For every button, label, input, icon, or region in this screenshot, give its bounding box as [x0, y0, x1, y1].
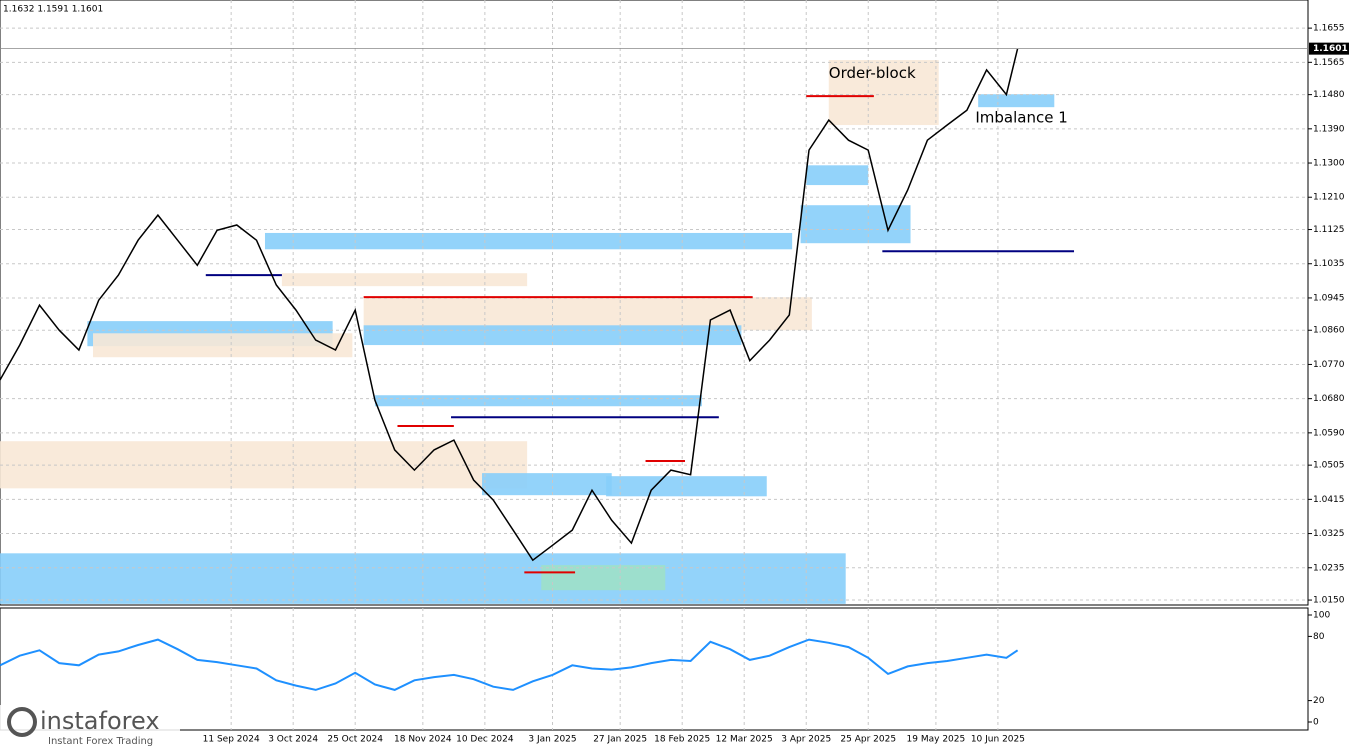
- y-tick-label: 1.0860: [1313, 326, 1345, 336]
- x-tick-label: 3 Jan 2025: [528, 735, 576, 745]
- zone: [93, 333, 353, 358]
- x-tick-label: 3 Apr 2025: [781, 735, 831, 745]
- annotation: Imbalance 1: [975, 109, 1067, 127]
- y2-tick-label: 20: [1313, 696, 1325, 706]
- x-tick-label: 18 Nov 2024: [394, 735, 452, 745]
- y-tick-label: 1.1565: [1313, 58, 1345, 68]
- y2-tick-label: 80: [1313, 632, 1325, 642]
- y-tick-label: 1.0680: [1313, 394, 1345, 404]
- ohlc-header: 1.1632 1.1591 1.1601: [3, 5, 103, 15]
- y-tick-label: 1.0590: [1313, 428, 1345, 438]
- x-tick-label: 12 Mar 2025: [716, 735, 773, 745]
- y-tick-label: 1.1390: [1313, 124, 1345, 134]
- zone: [363, 297, 812, 331]
- y-tick-label: 1.0235: [1313, 563, 1345, 573]
- x-tick-label: 3 Oct 2024: [268, 735, 318, 745]
- zone: [978, 94, 1055, 108]
- zone: [806, 165, 869, 186]
- zone: [541, 565, 666, 591]
- y-tick-label: 1.1125: [1313, 225, 1345, 235]
- x-tick-label: 25 Oct 2024: [327, 735, 383, 745]
- x-tick-label: 10 Jun 2025: [971, 735, 1025, 745]
- zone: [606, 476, 767, 497]
- zone: [828, 60, 939, 126]
- y-tick-label: 1.0150: [1313, 596, 1345, 606]
- indicator-panel: [0, 607, 1309, 731]
- watermark-logo: [7, 707, 37, 737]
- y-tick-label: 1.1300: [1313, 159, 1345, 169]
- zone: [264, 232, 793, 250]
- price-line: [0, 48, 1019, 562]
- annotation: Order-block: [829, 64, 916, 82]
- watermark-tagline: Instant Forex Trading: [48, 736, 153, 747]
- y2-tick-label: 100: [1313, 611, 1330, 621]
- x-tick-label: 10 Dec 2024: [456, 735, 514, 745]
- zone: [281, 273, 528, 287]
- y-tick-label: 1.0325: [1313, 529, 1345, 539]
- y-tick-label: 1.0770: [1313, 360, 1345, 370]
- y-tick-label: 1.0505: [1313, 461, 1345, 471]
- x-tick-label: 27 Jan 2025: [593, 735, 647, 745]
- y-tick-label: 1.1480: [1313, 90, 1345, 100]
- y-tick-label: 1.1210: [1313, 193, 1345, 203]
- y-tick-label: 1.0415: [1313, 495, 1345, 505]
- zone: [374, 395, 702, 407]
- indicator-line: [0, 638, 1019, 691]
- watermark-brand: instaforex: [40, 707, 160, 735]
- y-tick-label: 1.0945: [1313, 293, 1345, 303]
- zone: [800, 205, 911, 244]
- y-tick-label: 1.1655: [1313, 24, 1345, 34]
- x-tick-label: 18 Feb 2025: [654, 735, 710, 745]
- last-price-box: [1309, 42, 1349, 55]
- x-tick-label: 11 Sep 2024: [203, 735, 260, 745]
- last-price-label: 1.1601: [1313, 44, 1348, 54]
- x-tick-label: 25 Apr 2025: [840, 735, 896, 745]
- y-tick-label: 1.1035: [1313, 259, 1345, 269]
- zone: [482, 473, 612, 496]
- y2-tick-label: 0: [1313, 718, 1319, 728]
- x-tick-label: 19 May 2025: [907, 735, 966, 745]
